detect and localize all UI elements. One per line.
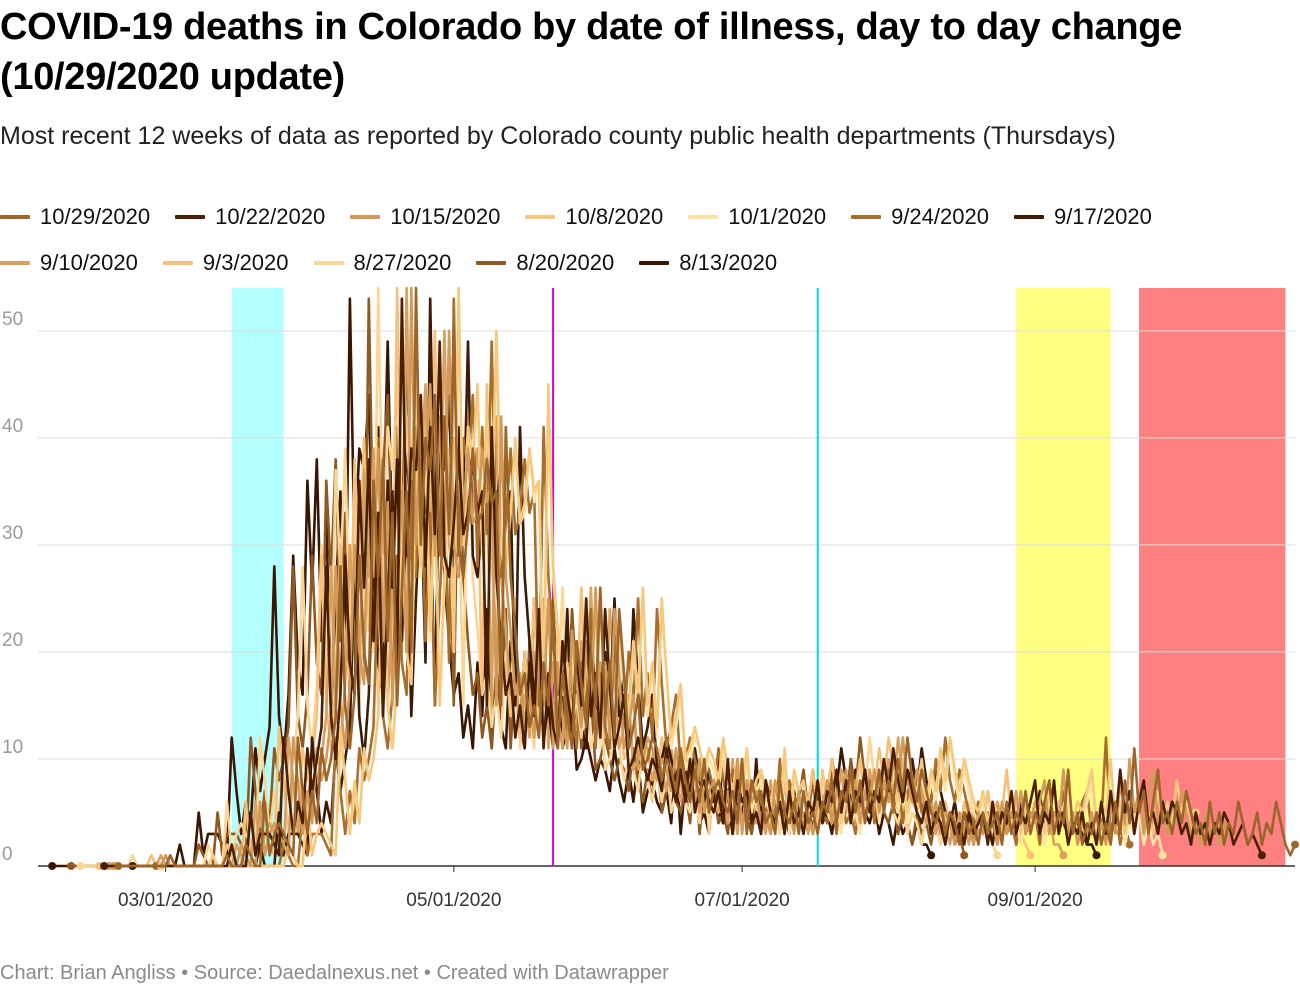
series-end-point: [1291, 840, 1299, 849]
legend-item: 10/15/2020: [350, 198, 500, 236]
chart-title: COVID-19 deaths in Colorado by date of i…: [0, 6, 1182, 98]
legend-label: 8/13/2020: [679, 250, 778, 275]
legend-label: 8/20/2020: [516, 250, 615, 275]
legend-label: 9/17/2020: [1053, 204, 1152, 229]
chart-footer: Chart: Brian Angliss • Source: Daedalnex…: [0, 962, 669, 984]
legend-swatch: [175, 215, 206, 219]
series-start-point: [100, 862, 109, 870]
series-end-point: [1158, 851, 1167, 860]
series-line: [104, 297, 1264, 868]
legend-swatch: [1013, 215, 1044, 219]
legend-label: 8/27/2020: [353, 250, 452, 275]
series-start-point: [67, 862, 76, 870]
legend-item: 9/24/2020: [851, 198, 989, 236]
series-start-point: [114, 862, 123, 870]
y-tick-label: 0: [2, 844, 13, 865]
series-end-point: [1092, 851, 1101, 860]
line-chart: 0 10 20 30 40 50 03/01/2020 05/01/2020 07/01/202…: [2, 286, 1299, 911]
legend-swatch: [313, 261, 344, 265]
legend-label: 10/29/2020: [40, 204, 151, 229]
legend-swatch: [0, 261, 30, 265]
series-line: [113, 286, 1230, 868]
highlight-band: [1139, 288, 1286, 866]
legend-item: 9/10/2020: [0, 244, 138, 282]
legend-label: 9/3/2020: [202, 250, 289, 275]
series-line: [118, 286, 1297, 868]
legend-label: 10/15/2020: [390, 204, 501, 229]
legend-swatch: [525, 215, 556, 219]
series-start-point: [48, 862, 57, 870]
legend-swatch: [350, 215, 381, 219]
series-start-point: [76, 862, 85, 870]
series-end-point: [1026, 851, 1035, 860]
chart-subtitle: Most recent 12 weeks of data as reported…: [0, 122, 1116, 150]
legend-label: 10/1/2020: [728, 204, 827, 229]
legend-swatch: [0, 215, 30, 219]
legend-item: 10/1/2020: [688, 198, 826, 236]
x-tick-label: 05/01/2020: [406, 890, 501, 911]
y-tick-label: 10: [2, 737, 23, 758]
legend-item: 10/29/2020: [0, 198, 150, 236]
legend-item: 10/22/2020: [175, 198, 325, 236]
legend-swatch: [851, 215, 882, 219]
legend-label: 9/10/2020: [40, 250, 138, 275]
series-end-point: [927, 851, 936, 860]
legend-item: 8/13/2020: [639, 244, 777, 282]
x-tick-label: 07/01/2020: [695, 890, 790, 911]
legend-label: 10/22/2020: [215, 204, 326, 229]
series-line: [156, 297, 1131, 868]
legend-swatch: [162, 261, 193, 265]
series-end-point: [1059, 851, 1068, 860]
x-tick-label: 09/01/2020: [988, 890, 1083, 911]
x-tick-label: 03/01/2020: [118, 890, 213, 911]
series-end-point: [1257, 851, 1266, 860]
legend-item: 9/17/2020: [1013, 198, 1152, 236]
legend-item: 8/20/2020: [476, 244, 614, 282]
legend-label: 9/24/2020: [891, 204, 989, 229]
legend-swatch: [688, 215, 719, 219]
series-end-point: [993, 851, 1002, 860]
legend-item: 9/3/2020: [162, 244, 289, 282]
legend-swatch: [639, 261, 670, 265]
series-end-point: [960, 851, 969, 860]
legend-item: 8/27/2020: [313, 244, 452, 282]
y-tick-label: 40: [2, 416, 23, 437]
series-end-point: [1125, 840, 1134, 849]
chart-legend: 10/29/2020 10/22/2020 10/15/2020 10/8/2020 1…: [0, 198, 1290, 282]
legend-label: 10/8/2020: [565, 204, 664, 229]
y-tick-label: 50: [2, 309, 23, 330]
legend-swatch: [476, 261, 507, 265]
legend-item: 10/8/2020: [525, 198, 663, 236]
y-tick-label: 30: [2, 523, 23, 544]
y-tick-label: 20: [2, 630, 23, 651]
